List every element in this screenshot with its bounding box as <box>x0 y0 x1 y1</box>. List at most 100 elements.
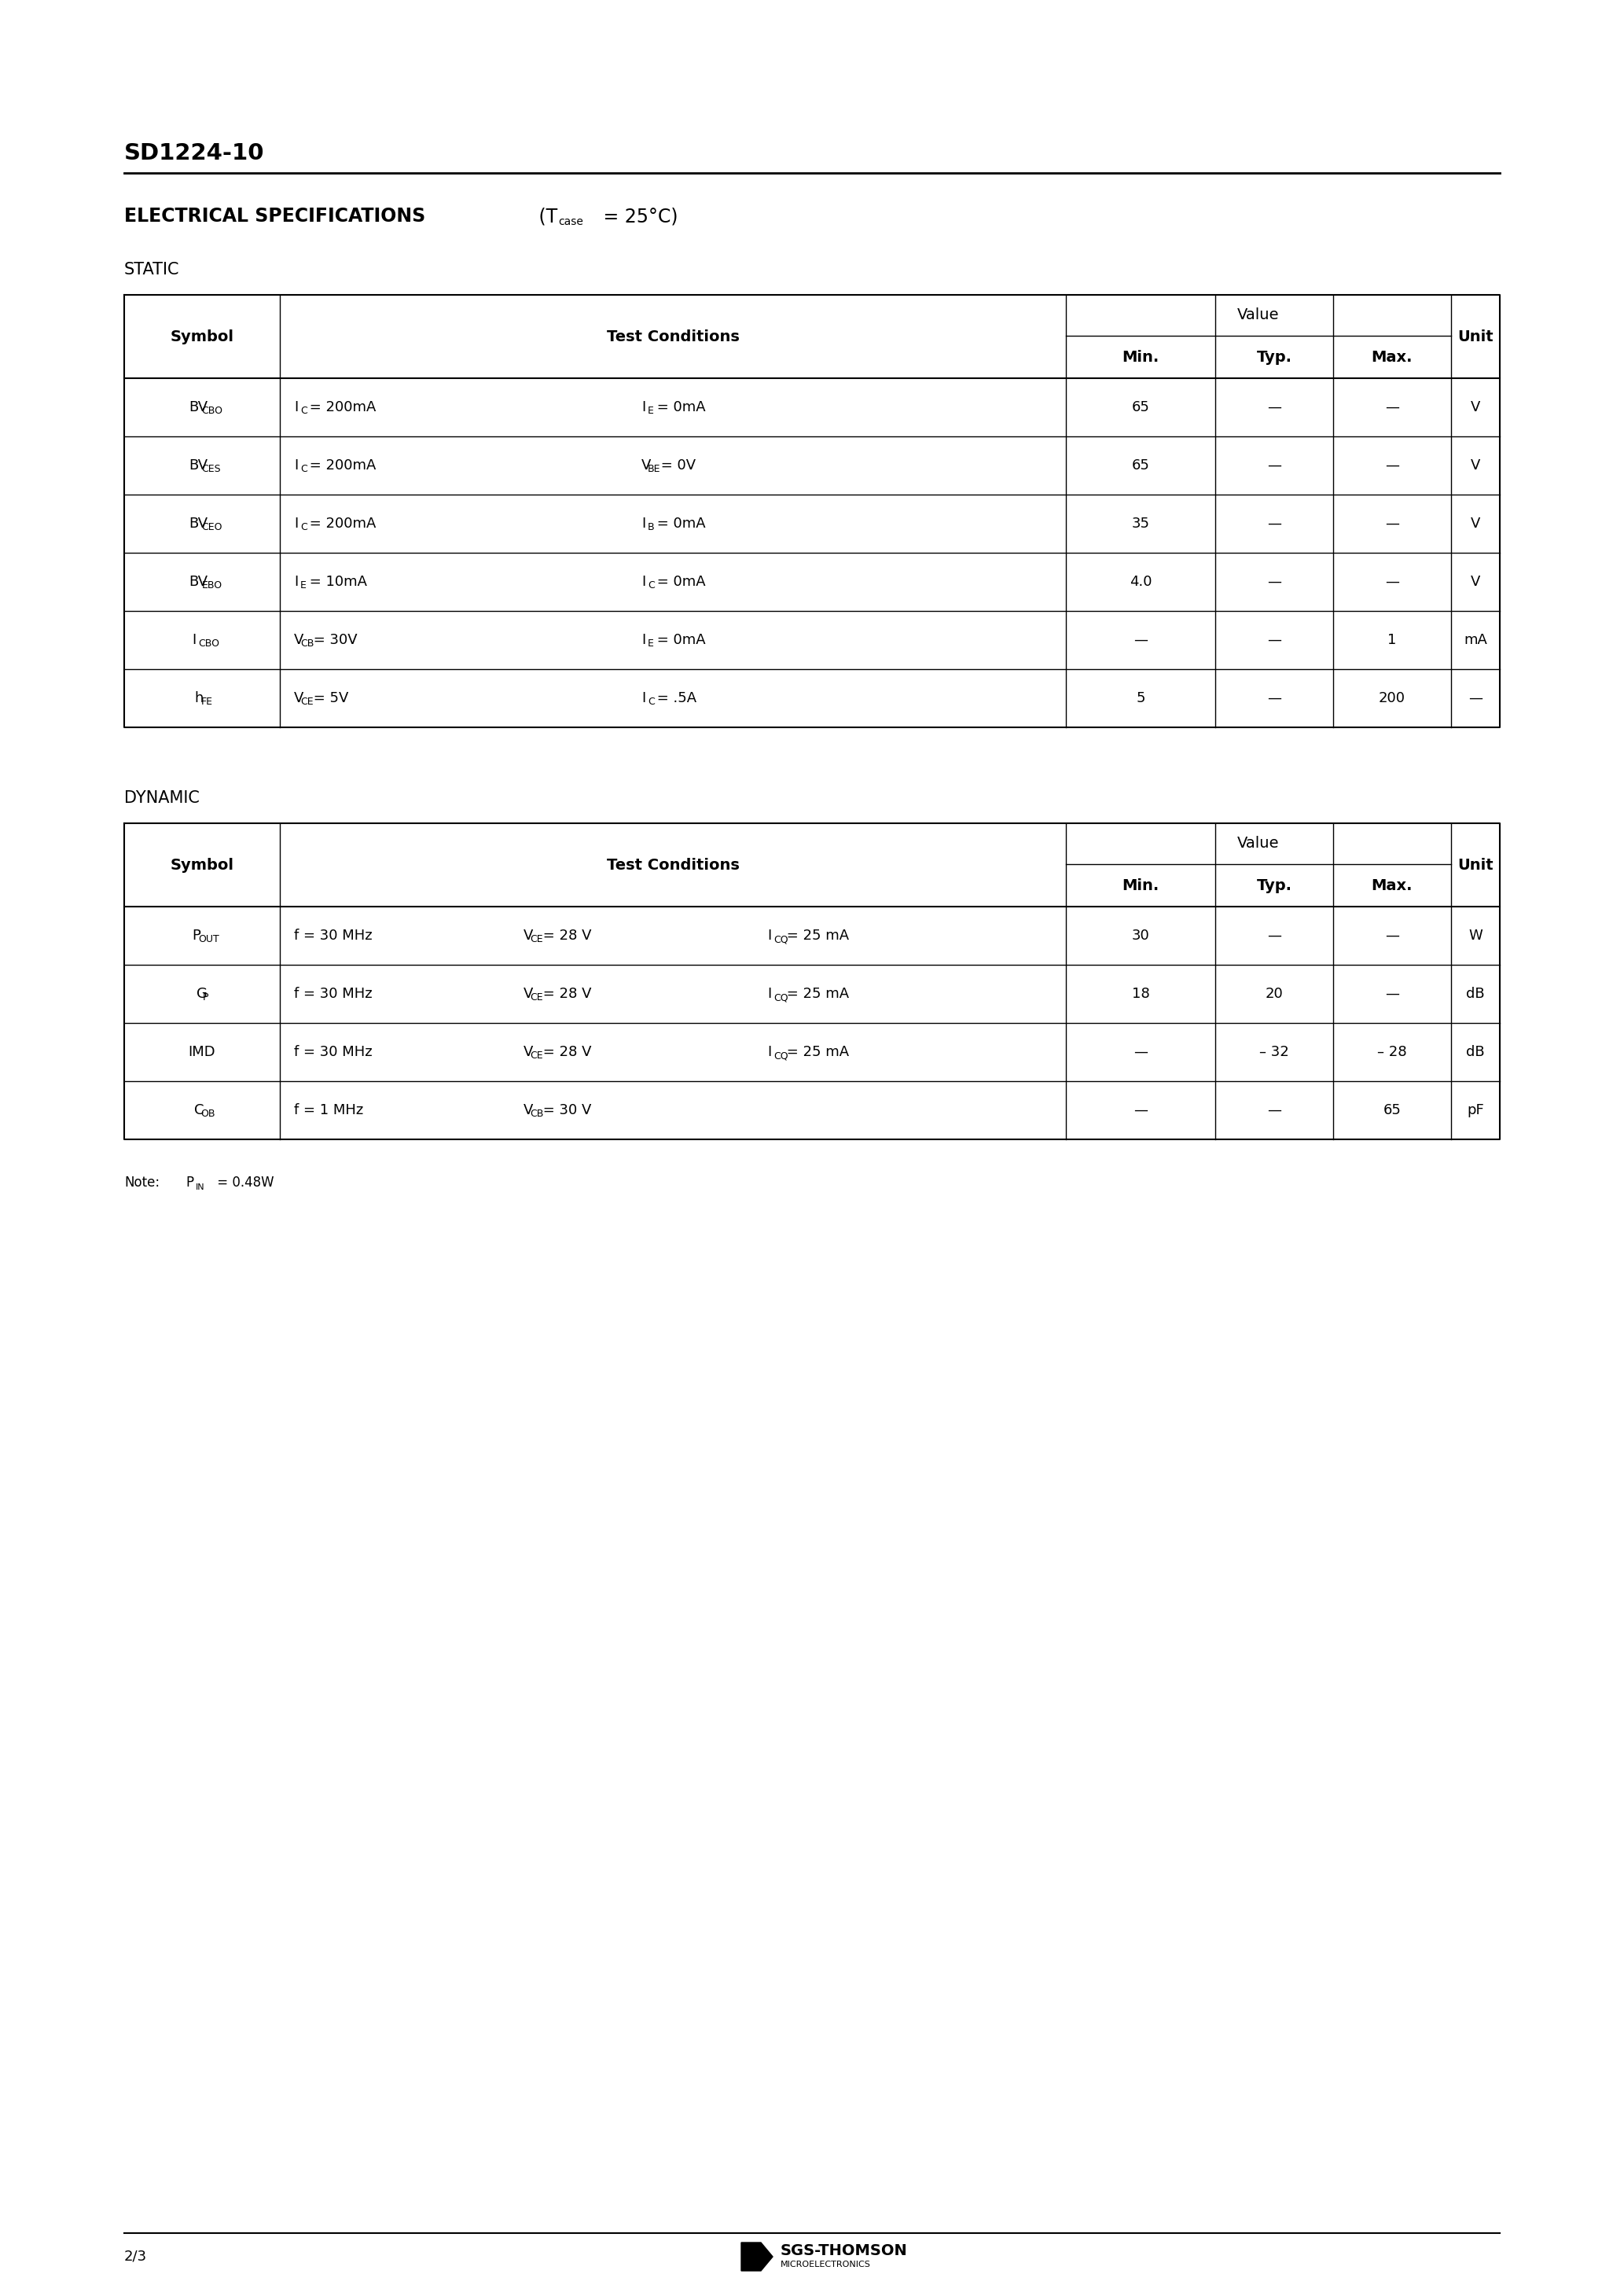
Text: dB: dB <box>1466 1045 1484 1058</box>
Text: 30: 30 <box>1132 928 1150 944</box>
Text: B: B <box>648 521 654 533</box>
Text: = 25°C): = 25°C) <box>598 207 677 225</box>
Text: Unit: Unit <box>1457 328 1494 344</box>
Text: CE: CE <box>529 992 542 1003</box>
Text: C: C <box>195 1102 205 1118</box>
Text: 5: 5 <box>1137 691 1145 705</box>
Text: CB: CB <box>300 638 313 650</box>
Text: G: G <box>197 987 208 1001</box>
Text: I: I <box>294 459 299 473</box>
Text: f = 30 MHz: f = 30 MHz <box>294 1045 372 1058</box>
Text: 1: 1 <box>1387 634 1397 647</box>
Text: IMD: IMD <box>188 1045 216 1058</box>
Text: I: I <box>767 987 771 1001</box>
Text: = 25 mA: = 25 mA <box>783 928 849 944</box>
Text: BV: BV <box>188 517 208 530</box>
Text: C: C <box>648 696 654 707</box>
Text: —: — <box>1267 574 1281 590</box>
Text: = 28 V: = 28 V <box>539 928 591 944</box>
Text: Min.: Min. <box>1122 349 1160 365</box>
Text: —: — <box>1134 634 1148 647</box>
Text: Max.: Max. <box>1372 877 1413 893</box>
Text: I: I <box>641 634 646 647</box>
Text: Typ.: Typ. <box>1257 349 1291 365</box>
Text: I: I <box>192 634 197 647</box>
Text: ELECTRICAL SPECIFICATIONS: ELECTRICAL SPECIFICATIONS <box>123 207 425 225</box>
Text: Note:: Note: <box>123 1176 159 1189</box>
Text: = 200mA: = 200mA <box>305 400 375 413</box>
Text: P: P <box>185 1176 193 1189</box>
Text: I: I <box>294 400 299 413</box>
Text: = 0mA: = 0mA <box>653 634 705 647</box>
Text: —: — <box>1468 691 1483 705</box>
Text: 18: 18 <box>1132 987 1150 1001</box>
Text: SGS-THOMSON: SGS-THOMSON <box>781 2243 908 2257</box>
Text: SD1224-10: SD1224-10 <box>123 142 265 165</box>
Text: 65: 65 <box>1132 459 1150 473</box>
Text: BE: BE <box>648 464 661 475</box>
Text: V: V <box>1471 517 1481 530</box>
Text: CE: CE <box>529 934 542 944</box>
Text: – 28: – 28 <box>1377 1045 1406 1058</box>
Text: = 5V: = 5V <box>309 691 349 705</box>
Text: Test Conditions: Test Conditions <box>606 328 739 344</box>
Text: —: — <box>1134 1045 1148 1058</box>
Text: I: I <box>294 574 299 590</box>
Text: pF: pF <box>1466 1102 1484 1118</box>
Text: —: — <box>1267 691 1281 705</box>
Text: f = 30 MHz: f = 30 MHz <box>294 987 372 1001</box>
Text: MICROELECTRONICS: MICROELECTRONICS <box>781 2262 870 2268</box>
Text: V: V <box>1471 574 1481 590</box>
Text: CBO: CBO <box>198 638 219 650</box>
Text: f = 30 MHz: f = 30 MHz <box>294 928 372 944</box>
Text: dB: dB <box>1466 987 1484 1001</box>
Text: = 10mA: = 10mA <box>305 574 367 590</box>
Text: CB: CB <box>529 1109 544 1118</box>
Text: BV: BV <box>188 574 208 590</box>
Text: V: V <box>523 1102 533 1118</box>
Text: 65: 65 <box>1132 400 1150 413</box>
Text: V: V <box>523 1045 533 1058</box>
Text: OUT: OUT <box>198 934 219 944</box>
Text: CEO: CEO <box>201 521 222 533</box>
Text: – 32: – 32 <box>1259 1045 1289 1058</box>
Text: E: E <box>648 638 654 650</box>
Text: 65: 65 <box>1384 1102 1402 1118</box>
Text: C: C <box>300 406 307 416</box>
Text: I: I <box>641 517 646 530</box>
Text: 20: 20 <box>1265 987 1283 1001</box>
Text: = 0mA: = 0mA <box>653 574 705 590</box>
Text: V: V <box>294 691 304 705</box>
Text: h: h <box>195 691 203 705</box>
Text: Max.: Max. <box>1372 349 1413 365</box>
Text: BV: BV <box>188 459 208 473</box>
Text: V: V <box>1471 400 1481 413</box>
Text: CBO: CBO <box>201 406 222 416</box>
Text: DYNAMIC: DYNAMIC <box>123 790 200 806</box>
Text: IN: IN <box>197 1182 205 1192</box>
Text: I: I <box>641 574 646 590</box>
Text: (T: (T <box>533 207 557 225</box>
Text: 2/3: 2/3 <box>123 2250 148 2264</box>
Text: OB: OB <box>201 1109 216 1118</box>
Text: CES: CES <box>201 464 221 475</box>
Text: —: — <box>1385 517 1400 530</box>
Text: = 200mA: = 200mA <box>305 459 375 473</box>
Text: V: V <box>523 987 533 1001</box>
Text: = 30V: = 30V <box>309 634 357 647</box>
Text: —: — <box>1134 1102 1148 1118</box>
Text: = 25 mA: = 25 mA <box>783 987 849 1001</box>
Text: case: case <box>559 216 583 227</box>
Text: W: W <box>1468 928 1483 944</box>
Text: Value: Value <box>1237 308 1280 324</box>
Text: CE: CE <box>300 696 313 707</box>
Text: V: V <box>1471 459 1481 473</box>
Text: = 0.48W: = 0.48W <box>213 1176 274 1189</box>
Text: Unit: Unit <box>1457 856 1494 872</box>
Text: 35: 35 <box>1132 517 1150 530</box>
Text: = 25 mA: = 25 mA <box>783 1045 849 1058</box>
Text: I: I <box>294 517 299 530</box>
Text: Min.: Min. <box>1122 877 1160 893</box>
Text: = 0mA: = 0mA <box>653 517 705 530</box>
Text: C: C <box>648 581 654 590</box>
